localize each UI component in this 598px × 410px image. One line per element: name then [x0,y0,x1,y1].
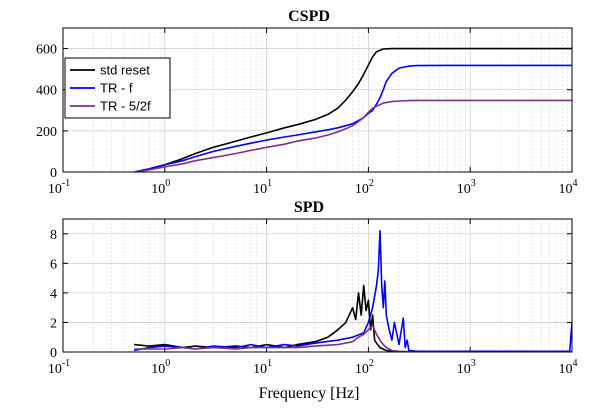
legend-label-tr-5-2f: TR - 5/2f [100,99,151,114]
series-line-std-reset-cspd [134,47,572,172]
x-tick-label: 103 [457,178,476,197]
legend-label-tr-f: TR - f [100,81,133,96]
plot-frame [62,218,573,353]
cspd-chart: CSPD 10-1 100 101 102 103 104 0 200 400 600 std re… [36,8,578,197]
x-tick-label: 10-1 [48,178,70,197]
y-tick-label: 8 [50,228,57,243]
legend-label-std-reset: std reset [100,63,150,78]
spd-chart: SPD Frequency [Hz] 10-1 100 101 102 103 104 0 2… [48,199,578,402]
x-tick-label: 104 [559,358,578,377]
x-tick-label: 102 [355,358,374,377]
x-tick-label: 101 [253,358,272,377]
series-line-tr-f-spd [134,230,572,352]
cspd-title: CSPD [288,8,330,25]
y-tick-label: 0 [50,166,57,181]
y-tick-label: 6 [50,257,57,272]
y-tick-label: 4 [50,287,57,302]
legend: std reset TR - f TR - 5/2f [64,57,171,119]
y-tick-label: 0 [50,346,57,361]
grid [62,219,573,353]
x-tick-label: 10-1 [48,358,70,377]
series-line-tr-5-2f-cspd [134,99,572,172]
y-tick-label: 2 [50,316,57,331]
plot-frame [62,27,573,173]
x-axis-label: Frequency [Hz] [259,385,360,402]
x-tick-label: 100 [151,178,170,197]
spd-title: SPD [294,199,324,216]
x-tick-label: 102 [355,178,374,197]
series-line-tr-5-2f-spd [134,324,572,352]
x-tick-label: 104 [559,178,578,197]
series-line-tr-f-cspd [134,64,572,172]
x-tick-label: 103 [457,358,476,377]
y-tick-label: 400 [36,84,57,99]
x-tick-label: 100 [151,358,170,377]
x-tick-label: 101 [253,178,272,197]
y-tick-label: 200 [36,125,57,140]
y-tick-label: 600 [36,43,57,58]
